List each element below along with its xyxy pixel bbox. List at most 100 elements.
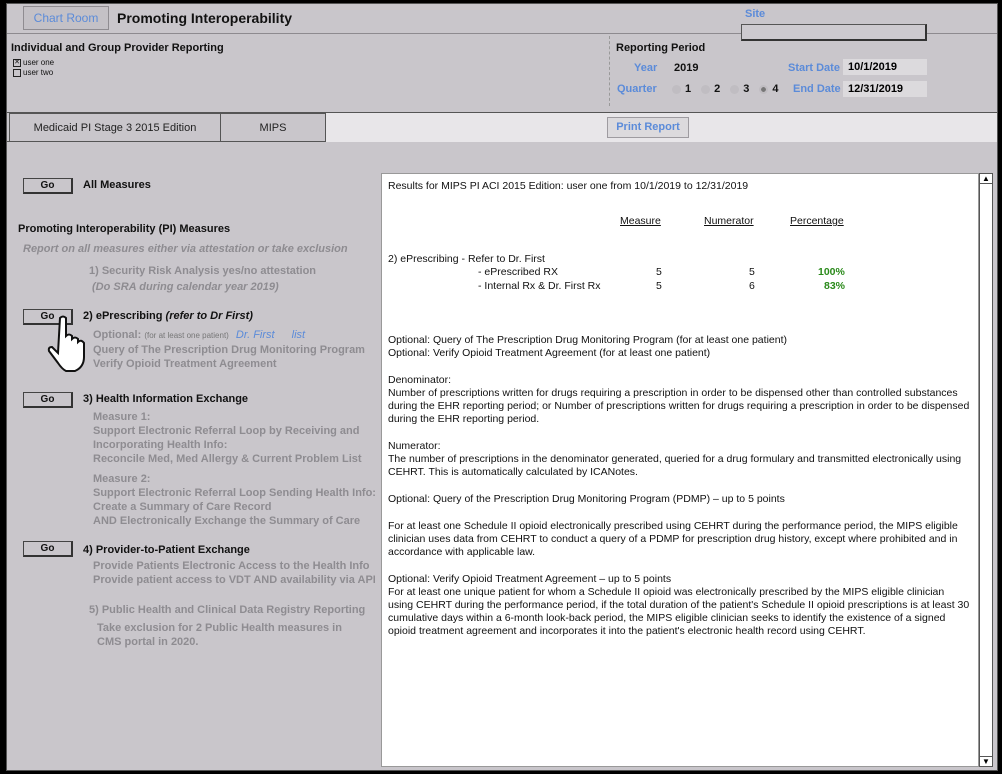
go-hie-button[interactable]: Go [23, 392, 73, 408]
tab-mips[interactable]: MIPS [220, 113, 326, 142]
chart-room-button[interactable]: Chart Room [23, 6, 109, 30]
report-panel[interactable]: Results for MIPS PI ACI 2015 Edition: us… [381, 173, 979, 767]
measure-4-title: 4) Provider-to-Patient Exchange [83, 544, 250, 556]
hand-cursor-icon [47, 315, 85, 372]
pdmp-heading: Optional: Query of the Prescription Drug… [388, 493, 785, 505]
tab-medicaid[interactable]: Medicaid PI Stage 3 2015 Edition [9, 113, 221, 142]
dr-first-link[interactable]: Dr. First [235, 329, 275, 341]
pdmp-text: For at least one Schedule II opioid elec… [388, 520, 958, 558]
start-date-label: Start Date [788, 62, 840, 74]
year-value[interactable]: 2019 [674, 62, 699, 74]
go-provider-patient-button[interactable]: Go [23, 541, 73, 557]
user-label: user two [23, 68, 54, 77]
report-section: 2) ePrescribing - Refer to Dr. First [388, 253, 545, 265]
pi-heading: Promoting Interoperability (PI) Measures [18, 223, 231, 235]
site-field[interactable] [741, 24, 927, 41]
row-measure: 5 [656, 266, 662, 278]
provider-heading: Individual and Group Provider Reporting [11, 42, 224, 54]
row-numerator: 5 [749, 266, 755, 278]
go-all-measures-button[interactable]: Go [23, 178, 73, 194]
row-measure: 5 [656, 280, 662, 292]
checkbox-icon [13, 68, 21, 77]
radio-icon [672, 84, 681, 94]
quarter-label-3: 3 [743, 83, 750, 95]
quarter-radio-1[interactable]: 1 [672, 83, 691, 95]
quarter-radios: 1 2 3 4 [672, 83, 779, 95]
end-date-field[interactable]: 12/31/2019 [843, 81, 927, 97]
reporting-period-heading: Reporting Period [616, 42, 706, 54]
print-report-button[interactable]: Print Report [607, 117, 689, 138]
quarter-radio-2[interactable]: 2 [701, 83, 720, 95]
measure-4-details: Provide Patients Electronic Access to th… [93, 559, 375, 587]
app-window: Chart Room Promoting Interoperability Si… [6, 3, 998, 771]
measure-4-line: Provide patient access to VDT AND availa… [93, 574, 375, 586]
measure-2-line: Verify Opioid Treatment Agreement [93, 358, 277, 370]
divider [609, 36, 610, 106]
ota-text: For at least one unique patient for whom… [388, 586, 970, 637]
measure-3-details: Measure 1: Support Electronic Referral L… [93, 410, 376, 528]
measure-5-title: 5) Public Health and Clinical Data Regis… [89, 604, 366, 616]
quarter-label-1: 1 [685, 83, 692, 95]
measure-4-line: Provide Patients Electronic Access to th… [93, 560, 370, 572]
numerator-text: The number of prescriptions in the denom… [388, 453, 962, 478]
table-row: - ePrescribed RX 5 5 100% [388, 266, 972, 280]
denominator-text: Number of prescriptions written for drug… [388, 387, 970, 425]
measure-3-title: 3) Health Information Exchange [83, 393, 249, 405]
quarter-label-4: 4 [772, 83, 779, 95]
measure-1-title: 1) Security Risk Analysis yes/no attesta… [89, 265, 317, 277]
row-percentage: 100% [818, 266, 845, 278]
user-one-checkbox[interactable]: ✕ user one [13, 58, 54, 67]
report-optional-1: Optional: Query of The Prescription Drug… [388, 334, 787, 346]
measure-5-details: Take exclusion for 2 Public Health measu… [97, 621, 342, 649]
checkbox-checked-icon: ✕ [13, 58, 21, 67]
row-label: - ePrescribed RX [478, 266, 558, 278]
report-scrollbar[interactable]: ▲ ▼ [979, 173, 993, 767]
list-link[interactable]: list [291, 329, 306, 341]
measure-2-details: Optional: (for at least one patient) Dr.… [93, 328, 365, 371]
measure-3-line: Support Electronic Referral Loop Sending… [93, 487, 376, 499]
report-table-header: Measure Numerator Percentage [388, 193, 972, 253]
col-numerator: Numerator [704, 215, 754, 227]
col-measure: Measure [620, 215, 661, 227]
quarter-label: Quarter [617, 83, 657, 95]
radio-icon [701, 84, 711, 94]
quarter-radio-3[interactable]: 3 [730, 83, 749, 95]
measure-2-line: Query of The Prescription Drug Monitorin… [93, 344, 365, 356]
measure-2-note: (refer to Dr First) [165, 310, 253, 322]
user-label: user one [23, 58, 55, 67]
measure-3-line: Measure 2: [93, 473, 151, 485]
page-title: Promoting Interoperability [117, 10, 293, 26]
report-title: Results for MIPS PI ACI 2015 Edition: us… [388, 180, 749, 192]
quarter-label-2: 2 [714, 83, 721, 95]
measure-3-line: Measure 1: [93, 411, 151, 423]
numerator-heading: Numerator: [388, 440, 441, 452]
measure-3-line: Support Electronic Referral Loop by Rece… [93, 425, 360, 437]
row-percentage: 83% [824, 280, 846, 292]
end-date-label: End Date [793, 83, 841, 95]
year-label: Year [634, 62, 658, 74]
quarter-radio-4[interactable]: 4 [759, 83, 779, 95]
measure-3-line: Incorporating Health Info: [93, 439, 228, 451]
denominator-heading: Denominator: [388, 374, 452, 386]
scroll-down-icon[interactable]: ▼ [980, 756, 992, 766]
measure-3-line: Create a Summary of Care Record [93, 501, 272, 513]
start-date-field[interactable]: 10/1/2019 [843, 59, 927, 75]
scroll-up-icon[interactable]: ▲ [980, 174, 992, 184]
optional-label: Optional: [93, 329, 142, 341]
ota-heading: Optional: Verify Opioid Treatment Agreem… [388, 573, 672, 585]
site-label: Site [745, 8, 766, 20]
measure-3-line: AND Electronically Exchange the Summary … [93, 515, 361, 527]
measure-2-label: 2) ePrescribing [83, 310, 163, 322]
measure-5-line: Take exclusion for 2 Public Health measu… [97, 622, 342, 634]
tab-bar: Medicaid PI Stage 3 2015 Edition MIPS Pr… [7, 112, 997, 142]
measure-5-line: CMS portal in 2020. [97, 636, 199, 648]
measure-3-line: Reconcile Med, Med Allergy & Current Pro… [93, 453, 362, 465]
optional-note: (for at least one patient) [144, 331, 229, 340]
pi-note: Report on all measures either via attest… [23, 243, 348, 255]
row-label: - Internal Rx & Dr. First Rx [478, 280, 601, 292]
radio-icon [730, 84, 740, 94]
radio-selected-icon [759, 84, 769, 94]
user-two-checkbox[interactable]: user two [13, 68, 53, 77]
top-bar: Chart Room Promoting Interoperability [7, 4, 997, 34]
measure-1-note: (Do SRA during calendar year 2019) [92, 281, 279, 293]
